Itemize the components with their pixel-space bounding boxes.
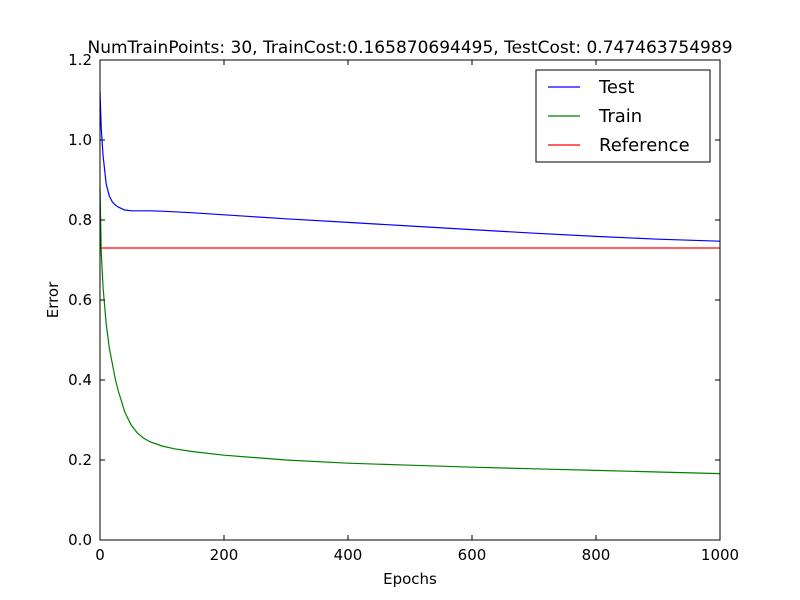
y-tick-label: 1.2 [68,51,92,69]
plot-lines [99,91,721,475]
x-tick-label: 600 [458,546,487,564]
legend-label-reference: Reference [599,135,690,156]
y-tick-label: 0.6 [68,291,92,309]
x-tick-label: 0 [95,546,105,564]
legend-label-test: Test [598,77,634,98]
axis-tick-labels: 0 200 400 600 800 1000 0.0 0.2 0.4 0.6 0.8 1.0 1.2 [68,51,739,564]
x-tick-label: 400 [334,546,363,564]
chart-title: NumTrainPoints: 30, TrainCost:0.16587069… [87,38,732,58]
y-tick-label: 0.8 [68,211,92,229]
series-line-test [99,91,721,242]
x-tick-label: 1000 [701,546,739,564]
y-tick-label: 0.2 [68,451,92,469]
y-tick-label: 0.4 [68,371,92,389]
x-tick-label: 200 [210,546,239,564]
legend: Test Train Reference [535,69,711,163]
series-line-train [99,187,721,475]
y-axis-label: Error [44,281,62,318]
x-axis-label: Epochs [383,570,437,588]
x-tick-label: 800 [582,546,611,564]
y-tick-label: 1.0 [68,131,92,149]
legend-entries: Test Train Reference [548,77,690,156]
axis-ticks [99,59,721,541]
legend-label-train: Train [598,106,642,127]
y-tick-label: 0.0 [68,531,92,549]
